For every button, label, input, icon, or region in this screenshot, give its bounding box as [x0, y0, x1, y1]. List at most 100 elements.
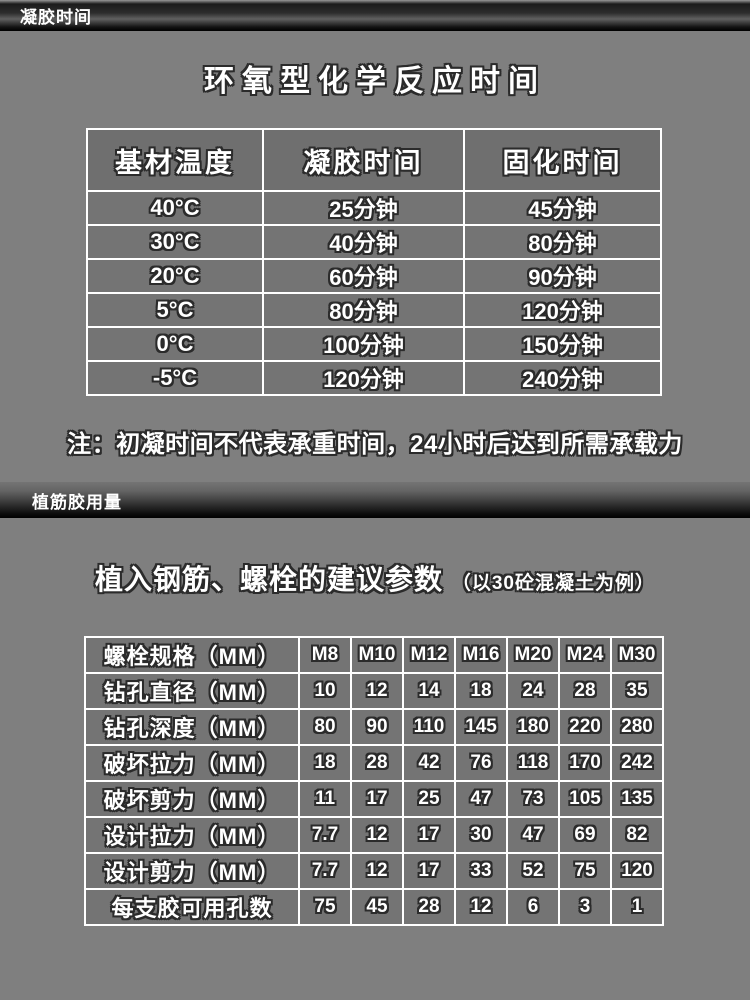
- gel-time-table: 基材温度 凝胶时间 固化时间 40°C 25分钟 45分钟 30°C 40分钟 …: [86, 128, 662, 396]
- table-cell: 28: [558, 672, 612, 710]
- table-cell: 20°C: [86, 258, 264, 294]
- table-cell: 150分钟: [463, 326, 662, 362]
- table-cell: 80分钟: [463, 224, 662, 260]
- table-cell: 180: [506, 708, 560, 746]
- row-label: 破坏拉力（MM）: [84, 744, 300, 782]
- table-cell: 24: [506, 672, 560, 710]
- table-row-bolt-spec: 螺栓规格（MM） M8 M10 M12 M16 M20 M24 M30: [84, 636, 664, 674]
- section-bar-rebar-glue-dosage: 植筋胶用量: [0, 482, 750, 518]
- dosage-section-title: 植入钢筋、螺栓的建议参数 （以30砼混凝土为例）: [0, 558, 750, 598]
- table-header-row: 基材温度 凝胶时间 固化时间: [86, 128, 662, 192]
- table-cell: 25: [402, 780, 456, 818]
- table-row-failure-tension: 破坏拉力（MM） 18 28 42 76 118 170 242: [84, 744, 664, 782]
- table-cell: -5°C: [86, 360, 264, 396]
- dosage-title-main: 植入钢筋、螺栓的建议参数: [95, 564, 444, 595]
- table-cell: 28: [402, 888, 456, 926]
- table-cell: 69: [558, 816, 612, 854]
- table-cell: 42: [402, 744, 456, 782]
- section-bar-gel-time: 凝胶时间: [0, 0, 750, 31]
- table-cell: 14: [402, 672, 456, 710]
- table-row: 0°C 100分钟 150分钟: [86, 326, 662, 362]
- table-cell: 75: [298, 888, 352, 926]
- table-cell: 12: [350, 852, 404, 890]
- table-cell: 120分钟: [463, 292, 662, 328]
- table-cell: 12: [454, 888, 508, 926]
- table-cell: 240分钟: [463, 360, 662, 396]
- table-cell: M10: [350, 636, 404, 674]
- gel-section-title: 环氧型化学反应时间: [204, 65, 546, 98]
- table-cell: 100分钟: [262, 326, 465, 362]
- table-cell: 30°C: [86, 224, 264, 260]
- table-cell: 242: [610, 744, 664, 782]
- dosage-title-note: （以30砼混凝土为例）: [451, 573, 655, 594]
- table-cell: 118: [506, 744, 560, 782]
- table-cell: 11: [298, 780, 352, 818]
- table-cell: 18: [298, 744, 352, 782]
- table-cell: 1: [610, 888, 664, 926]
- column-header-cure-time: 固化时间: [463, 128, 662, 192]
- table-cell: 75: [558, 852, 612, 890]
- table-row-failure-shear: 破坏剪力（MM） 11 17 25 47 73 105 135: [84, 780, 664, 818]
- table-cell: 145: [454, 708, 508, 746]
- row-label: 设计拉力（MM）: [84, 816, 300, 854]
- table-cell: 33: [454, 852, 508, 890]
- table-cell: M20: [506, 636, 560, 674]
- table-cell: 35: [610, 672, 664, 710]
- table-row: 40°C 25分钟 45分钟: [86, 190, 662, 226]
- table-cell: 17: [402, 816, 456, 854]
- table-cell: 12: [350, 816, 404, 854]
- table-cell: 80分钟: [262, 292, 465, 328]
- table-cell: 7.7: [298, 816, 352, 854]
- table-cell: M16: [454, 636, 508, 674]
- row-label: 每支胶可用孔数: [84, 888, 300, 926]
- table-cell: M12: [402, 636, 456, 674]
- table-cell: 90分钟: [463, 258, 662, 294]
- table-row-design-shear: 设计剪力（MM） 7.7 12 17 33 52 75 120: [84, 852, 664, 890]
- table-cell: M8: [298, 636, 352, 674]
- row-label: 钻孔深度（MM）: [84, 708, 300, 746]
- table-cell: 5°C: [86, 292, 264, 328]
- table-cell: 45: [350, 888, 404, 926]
- row-label: 设计剪力（MM）: [84, 852, 300, 890]
- table-cell: 60分钟: [262, 258, 465, 294]
- table-cell: 0°C: [86, 326, 264, 362]
- table-cell: 170: [558, 744, 612, 782]
- table-row-drill-depth: 钻孔深度（MM） 80 90 110 145 180 220 280: [84, 708, 664, 746]
- row-label: 钻孔直径（MM）: [84, 672, 300, 710]
- table-cell: 82: [610, 816, 664, 854]
- table-cell: 10: [298, 672, 352, 710]
- table-cell: 80: [298, 708, 352, 746]
- table-cell: 3: [558, 888, 612, 926]
- table-cell: M30: [610, 636, 664, 674]
- table-cell: 40°C: [86, 190, 264, 226]
- table-row-design-tension: 设计拉力（MM） 7.7 12 17 30 47 69 82: [84, 816, 664, 854]
- table-cell: 90: [350, 708, 404, 746]
- row-label: 螺栓规格（MM）: [84, 636, 300, 674]
- table-cell: 120分钟: [262, 360, 465, 396]
- section-bar-label: 植筋胶用量: [32, 492, 122, 512]
- table-row-holes-per-tube: 每支胶可用孔数 75 45 28 12 6 3 1: [84, 888, 664, 926]
- table-cell: 28: [350, 744, 404, 782]
- table-cell: 135: [610, 780, 664, 818]
- table-row: 20°C 60分钟 90分钟: [86, 258, 662, 294]
- table-cell: 45分钟: [463, 190, 662, 226]
- table-cell: 12: [350, 672, 404, 710]
- table-cell: 280: [610, 708, 664, 746]
- table-cell: 17: [350, 780, 404, 818]
- table-row-drill-diameter: 钻孔直径（MM） 10 12 14 18 24 28 35: [84, 672, 664, 710]
- table-cell: 47: [454, 780, 508, 818]
- table-cell: 76: [454, 744, 508, 782]
- table-cell: 120: [610, 852, 664, 890]
- row-label: 破坏剪力（MM）: [84, 780, 300, 818]
- table-cell: 105: [558, 780, 612, 818]
- table-row: 5°C 80分钟 120分钟: [86, 292, 662, 328]
- table-cell: 6: [506, 888, 560, 926]
- table-cell: 40分钟: [262, 224, 465, 260]
- table-cell: M24: [558, 636, 612, 674]
- table-cell: 47: [506, 816, 560, 854]
- table-cell: 110: [402, 708, 456, 746]
- table-cell: 18: [454, 672, 508, 710]
- table-cell: 220: [558, 708, 612, 746]
- table-cell: 17: [402, 852, 456, 890]
